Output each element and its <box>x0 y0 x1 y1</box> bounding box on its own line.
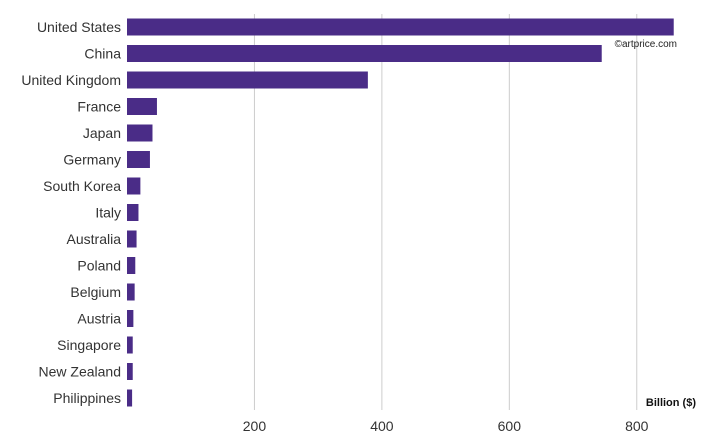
bar-belgium <box>127 283 135 301</box>
category-labels: United States China United Kingdom France Ja… <box>21 19 121 406</box>
bars <box>127 18 674 407</box>
x-unit-label: Billion ($) <box>646 397 696 409</box>
category-label-austria: Austria <box>77 311 121 327</box>
category-label-new-zealand: New Zealand <box>39 364 122 380</box>
bar-united-kingdom <box>127 71 368 89</box>
category-label-south-korea: South Korea <box>43 178 121 194</box>
bar-philippines <box>127 389 133 407</box>
x-tick-label-200: 200 <box>243 418 267 434</box>
bar-united-states <box>127 18 674 36</box>
bar-japan <box>127 124 153 142</box>
x-tick-label-400: 400 <box>370 418 394 434</box>
x-tick-labels: 200 400 600 800 <box>243 418 649 434</box>
bar-south-korea <box>127 177 141 195</box>
category-label-united-kingdom: United Kingdom <box>21 72 121 88</box>
bar-new-zealand <box>127 363 133 380</box>
category-label-united-states: United States <box>37 19 121 35</box>
bar-austria <box>127 310 134 327</box>
grid-lines <box>253 14 638 410</box>
bar-italy <box>127 204 139 221</box>
bar-poland <box>127 257 136 274</box>
bar-france <box>127 98 157 115</box>
x-tick-label-800: 800 <box>625 418 649 434</box>
category-label-france: France <box>77 99 121 115</box>
category-label-poland: Poland <box>77 258 121 274</box>
category-label-singapore: Singapore <box>57 337 121 353</box>
category-label-belgium: Belgium <box>70 284 121 300</box>
category-label-australia: Australia <box>67 231 122 247</box>
bar-singapore <box>127 336 133 354</box>
bar-australia <box>127 230 137 248</box>
category-label-japan: Japan <box>83 125 121 141</box>
bar-china <box>127 45 602 62</box>
category-label-philippines: Philippines <box>53 390 121 406</box>
credit-text: ©artprice.com <box>615 39 677 50</box>
bar-germany <box>127 151 150 168</box>
category-label-italy: Italy <box>95 205 121 221</box>
category-label-china: China <box>84 46 121 62</box>
category-label-germany: Germany <box>63 152 121 168</box>
x-tick-label-600: 600 <box>498 418 522 434</box>
